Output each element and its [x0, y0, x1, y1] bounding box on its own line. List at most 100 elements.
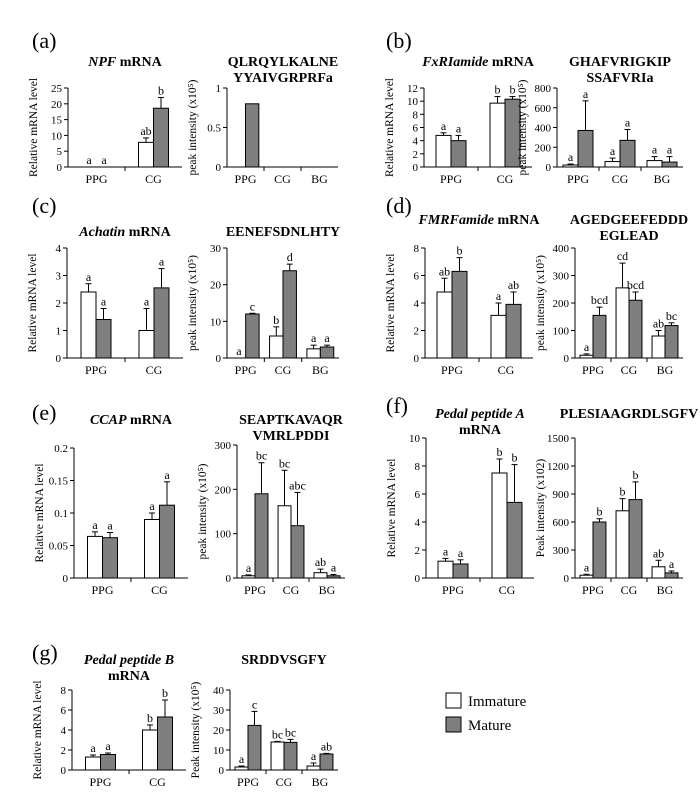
chart2-xtick-label: CG: [497, 172, 514, 186]
chart7-title: AGEDGEEFEDDD: [570, 213, 688, 228]
chart2-ytick-label: 10: [407, 96, 419, 108]
chart6-ytick-label: 0: [414, 353, 420, 365]
chart13-bar-mature: [247, 724, 262, 771]
chart9-significance-letter: bc: [279, 456, 290, 470]
chart2-bar-immature: [435, 134, 452, 168]
chart8-ylabel: Relative mRNA level: [34, 463, 46, 562]
chart12-title: Pedal peptide B: [84, 653, 174, 668]
chart8-xtick-label: CG: [151, 583, 168, 597]
chart1-ytick-label: 1: [216, 83, 222, 95]
chart6-ytick-label: 2: [414, 326, 420, 338]
chart11-title: PLESIAAGRDLSGFV: [560, 407, 698, 422]
chart9-title: VMRLPDDI: [253, 429, 330, 444]
chart10-title-part: Pedal peptide A: [435, 407, 525, 422]
chart2-ylabel: Relative mRNA level: [384, 78, 396, 177]
chart0-title-part: NPF: [87, 55, 117, 70]
chart0-significance-letter: ab: [140, 124, 151, 138]
chart3-ytick-label: 600: [535, 103, 552, 115]
chart4-ytick-label: 0: [56, 353, 62, 365]
chart8-significance-letter: a: [149, 499, 155, 513]
chart4-ytick-label: 1: [56, 326, 62, 338]
chart13-significance-letter: a: [239, 752, 245, 766]
chart2-ytick-label: 8: [413, 109, 419, 121]
chart3-bar-immature: [604, 161, 621, 168]
chart0-ytick-label: 10: [51, 130, 63, 142]
chart2-ytick-label: 6: [413, 123, 419, 135]
chart6-significance-letter: b: [457, 244, 463, 258]
chart6-xtick-label: CG: [498, 363, 515, 377]
chart2-ytick-label: 0: [413, 162, 419, 174]
chart8-ytick-label: 0.05: [49, 541, 69, 553]
chart9-bar-immature: [241, 575, 256, 579]
chart9-bar-mature: [326, 575, 341, 579]
chart13-ytick-label: 0: [219, 765, 225, 777]
chart13-xtick-label: CG: [276, 775, 293, 789]
chart13-ytick-label: 10: [213, 745, 225, 757]
chart5-bar-immature: [306, 348, 321, 359]
chart1-xtick-label: PPG: [234, 172, 256, 186]
chart7-ylabel: peak intensity (x10⁵): [535, 255, 547, 351]
chart10-bar-mature: [506, 501, 523, 579]
chart13-bar-mature: [283, 741, 298, 771]
chart5-xtick-label: BG: [312, 363, 329, 377]
chart3-xtick-label: PPG: [567, 172, 589, 186]
chart6-ylabel: Relative mRNA level: [385, 253, 397, 352]
legend-label-mature: Mature: [468, 718, 512, 734]
chart-panel-2: (b) FxRIamide mRNA Relative mRNA level 0246…: [384, 28, 535, 186]
chart11-bar-immature: [579, 574, 594, 579]
chart3-ytick-label: 0: [546, 162, 552, 174]
chart10-title: mRNA: [459, 423, 502, 438]
chart8-significance-letter: a: [92, 518, 98, 532]
legend-label-immature: Immature: [468, 694, 527, 710]
chart2-significance-letter: b: [495, 83, 501, 97]
chart13-xtick-label: PPG: [237, 775, 259, 789]
chart3-ytick-label: 400: [535, 123, 552, 135]
chart9-title: SEAPTKAVAQR: [239, 413, 344, 428]
chart1-ytick-label: 0.5: [207, 123, 221, 135]
chart6-significance-letter: ab: [439, 264, 450, 278]
chart8-significance-letter: a: [107, 519, 113, 533]
chart10-significance-letter: b: [497, 445, 503, 459]
chart-panel-5: EENEFSDNLHTY peak intensity (x10⁵) 0 10 20 30…: [187, 225, 340, 377]
chart9-bar-mature: [290, 525, 305, 579]
chart4-bar-immature: [138, 330, 155, 359]
chart13-significance-letter: ab: [321, 739, 332, 753]
chart1-ytick-label: 0: [216, 162, 222, 174]
chart1-ylabel: peak intensity (x10⁵): [187, 79, 199, 175]
chart13-xtick-label: BG: [312, 775, 329, 789]
chart0-xtick-label: PPG: [85, 172, 107, 186]
chart3-title: SSAFVRIa: [587, 71, 654, 86]
chart4-ylabel: Relative mRNA level: [27, 253, 39, 352]
legend: Immature Mature: [445, 692, 527, 734]
chart3-ylabel: peak intensity (x10⁵): [517, 79, 529, 175]
chart2-ytick-label: 4: [413, 136, 419, 148]
chart11-significance-letter: a: [584, 560, 590, 574]
chart6-bar-immature: [490, 314, 507, 359]
chart13-significance-letter: c: [252, 697, 257, 711]
chart0-significance-letter: a: [86, 153, 92, 167]
chart6-bar-immature: [436, 291, 453, 359]
chart3-xtick-label: CG: [612, 172, 629, 186]
chart3-title: GHAFVRIGKIP: [569, 55, 671, 70]
chart7-significance-letter: bc: [666, 309, 677, 323]
chart10-ytick-label: 0: [415, 573, 421, 585]
chart7-xtick-label: PPG: [582, 363, 604, 377]
chart12-ytick-label: 8: [61, 685, 67, 697]
chart6-title-part: FMRFamide: [418, 213, 494, 228]
chart0-ytick-label: 0: [57, 162, 63, 174]
chart2-title: FxRIamide mRNA: [421, 55, 535, 70]
chart10-xtick-label: CG: [499, 583, 516, 597]
chart6-significance-letter: a: [496, 289, 502, 303]
chart11-ytick-label: 1200: [547, 461, 570, 473]
chart12-xtick-label: PPG: [89, 775, 111, 789]
chart2-bar-immature: [489, 102, 506, 168]
chart7-bar-mature: [592, 314, 607, 359]
chart11-ylabel: Peak intensity (x102): [535, 459, 547, 558]
chart4-significance-letter: a: [159, 255, 165, 269]
chart11-ytick-label: 0: [564, 573, 570, 585]
chart10-ytick-label: 6: [415, 489, 421, 501]
chart10-ytick-label: 4: [415, 517, 421, 529]
chart11-bar-mature: [664, 572, 679, 579]
chart6-significance-letter: ab: [508, 278, 519, 292]
